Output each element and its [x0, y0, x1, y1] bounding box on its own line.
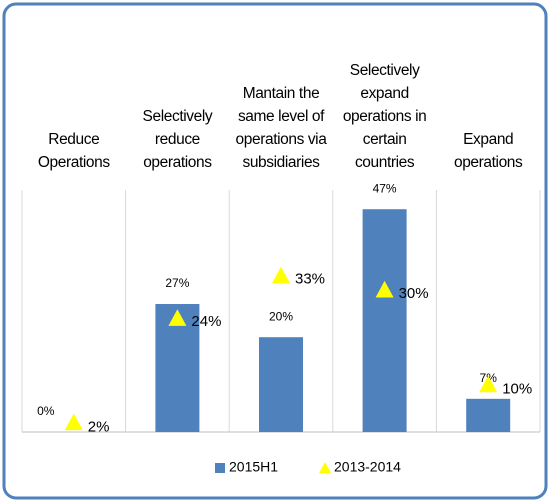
legend-label: 2015H1 — [229, 459, 278, 475]
frame — [2, 2, 548, 500]
triangle-marker — [479, 375, 498, 393]
legend-swatch — [319, 462, 331, 474]
triangle-value-label: 10% — [502, 381, 532, 398]
bar — [362, 209, 407, 432]
triangle-marker — [375, 280, 394, 298]
bar-value-label: 27% — [165, 276, 189, 290]
triangle-marker — [64, 413, 83, 431]
category-label: Expand operations — [453, 131, 523, 171]
triangle-marker — [168, 309, 187, 326]
triangle-marker — [272, 266, 290, 284]
category-label: Mantain the same level of operations via… — [235, 85, 327, 171]
bar — [466, 398, 511, 432]
category-label: Selectively reduce operations — [142, 108, 213, 171]
category-label: Reduce Operations — [37, 131, 110, 171]
triangle-value-label: 2% — [88, 418, 110, 435]
legend-swatch — [215, 463, 225, 473]
category-label: Selectively expand operations in certain… — [342, 62, 427, 171]
triangle-value-label: 30% — [399, 285, 429, 302]
bar-value-label: 47% — [373, 181, 397, 195]
bar-value-label: 20% — [269, 309, 293, 323]
triangle-value-label: 24% — [191, 313, 221, 330]
bar — [259, 337, 303, 432]
legend-label: 2013-2014 — [334, 459, 401, 475]
triangle-value-label: 33% — [295, 271, 325, 288]
bar-value-label: 0% — [37, 404, 55, 418]
